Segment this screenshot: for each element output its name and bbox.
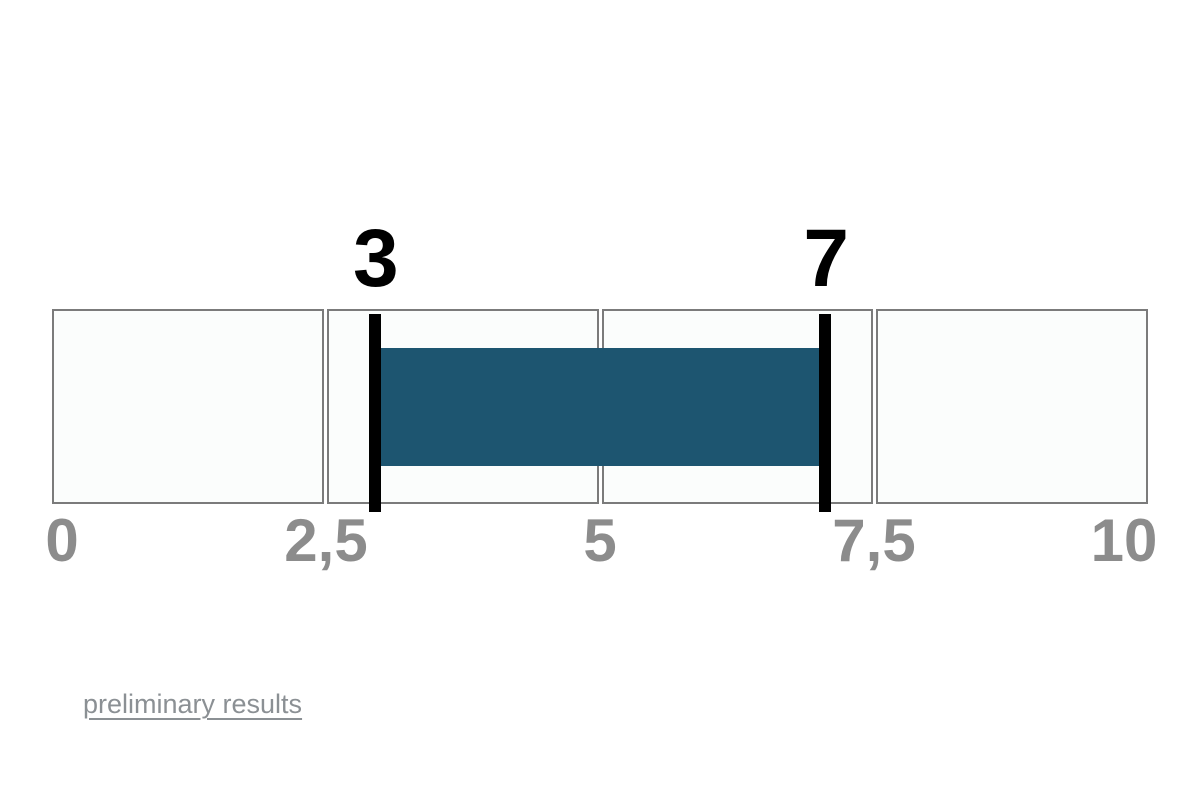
- axis-tick-label: 5: [583, 507, 617, 574]
- axis-tick-label: 7,5: [832, 507, 916, 574]
- range-lower-label: 3: [352, 213, 399, 304]
- scale-strip: [52, 309, 1148, 512]
- preliminary-results-link[interactable]: preliminary results: [83, 689, 303, 719]
- scale-segment-4: [876, 309, 1148, 504]
- range-upper-label: 7: [803, 213, 849, 304]
- range-labels-row: 3 7: [52, 0, 1148, 309]
- axis-tick-label: 2,5: [284, 507, 368, 574]
- scale-segment-3: [601, 309, 874, 504]
- scale-segment-2: [326, 309, 599, 504]
- scale-segments: [52, 309, 1148, 504]
- axis-tick-label: 0: [45, 507, 79, 574]
- scale-segment-1: [52, 309, 324, 504]
- x-axis: 0 2,5 5 7,5 10: [45, 507, 1157, 598]
- axis-tick-label: 10: [1090, 507, 1158, 574]
